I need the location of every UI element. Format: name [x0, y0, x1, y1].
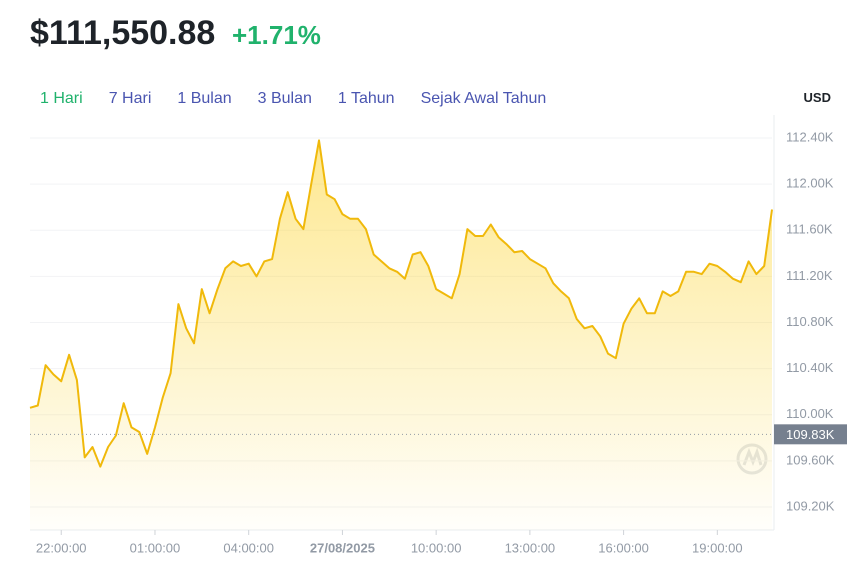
x-tick-label: 22:00:00: [36, 540, 87, 555]
y-tick-label: 112.00K: [786, 176, 834, 191]
reference-label-box: [774, 424, 847, 445]
x-tick-label: 27/08/2025: [310, 540, 375, 555]
y-tick-label: 109.60K: [786, 452, 835, 467]
range-tab[interactable]: 3 Bulan: [257, 90, 312, 107]
range-tabs: 1 Hari 7 Hari 1 Bulan 3 Bulan 1 Tahun Sejak A…: [40, 90, 546, 108]
x-tick-label: 13:00:00: [505, 540, 556, 555]
y-tick-label: 111.20K: [786, 268, 833, 283]
range-tab[interactable]: 1 Bulan: [177, 90, 232, 107]
y-tick-label: 112.40K: [786, 129, 834, 144]
price: $111,550.88: [30, 14, 216, 52]
x-tick-label: 04:00:00: [223, 540, 274, 555]
x-tick-label: 16:00:00: [598, 540, 649, 555]
currency: USD: [803, 90, 831, 105]
x-tick-label: 10:00:00: [411, 540, 462, 555]
range-tab[interactable]: 7 Hari: [108, 90, 152, 107]
y-tick-label: 110.00K: [786, 406, 834, 421]
x-tick-label: 19:00:00: [692, 540, 743, 555]
y-tick-label: 110.80K: [786, 314, 834, 329]
price-change: +1.71%: [232, 20, 321, 50]
reference-label: 109.83K: [786, 427, 835, 442]
y-tick-label: 110.40K: [786, 360, 834, 375]
range-tab[interactable]: 1 Hari: [40, 90, 83, 107]
x-tick-label: 01:00:00: [130, 540, 181, 555]
y-tick-label: 111.60K: [786, 222, 833, 237]
area: [30, 140, 772, 530]
price-line: [29, 139, 773, 468]
range-tab[interactable]: 1 Tahun: [337, 90, 395, 107]
y-tick-label: 109.20K: [786, 498, 835, 513]
range-tab[interactable]: Sejak Awal Tahun: [420, 90, 547, 107]
